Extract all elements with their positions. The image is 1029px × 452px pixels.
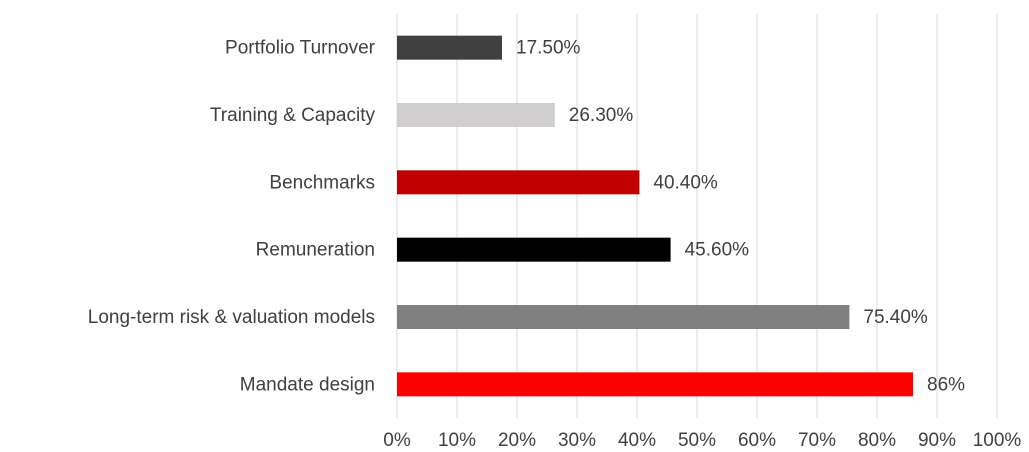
value-label: 26.30% [569, 105, 634, 126]
y-tick-label: Portfolio Turnover [225, 38, 376, 59]
value-label: 86% [927, 374, 965, 395]
bar [397, 103, 555, 127]
value-label: 45.60% [685, 240, 750, 261]
x-tick-label: 40% [618, 430, 656, 451]
y-tick-label: Mandate design [240, 374, 375, 395]
y-tick-label: Remuneration [256, 240, 375, 261]
value-label: 40.40% [653, 172, 718, 193]
x-tick-label: 90% [918, 430, 956, 451]
bar [397, 170, 640, 195]
bar [397, 305, 850, 329]
y-tick-label: Benchmarks [269, 172, 375, 193]
x-tick-label: 50% [678, 430, 716, 451]
x-tick-label: 70% [798, 430, 836, 451]
value-label: 75.40% [863, 307, 928, 328]
bar [397, 372, 913, 397]
x-tick-label: 20% [498, 430, 536, 451]
x-tick-label: 80% [858, 430, 896, 451]
value-label: 17.50% [516, 38, 581, 59]
y-tick-label: Long-term risk & valuation models [88, 307, 375, 328]
x-tick-label: 100% [973, 430, 1022, 451]
x-tick-label: 30% [558, 430, 596, 451]
bar [397, 237, 671, 262]
bar [397, 35, 502, 60]
y-tick-label: Training & Capacity [210, 105, 376, 126]
x-tick-label: 60% [738, 430, 776, 451]
x-tick-label: 0% [383, 430, 411, 451]
x-tick-label: 10% [438, 430, 476, 451]
